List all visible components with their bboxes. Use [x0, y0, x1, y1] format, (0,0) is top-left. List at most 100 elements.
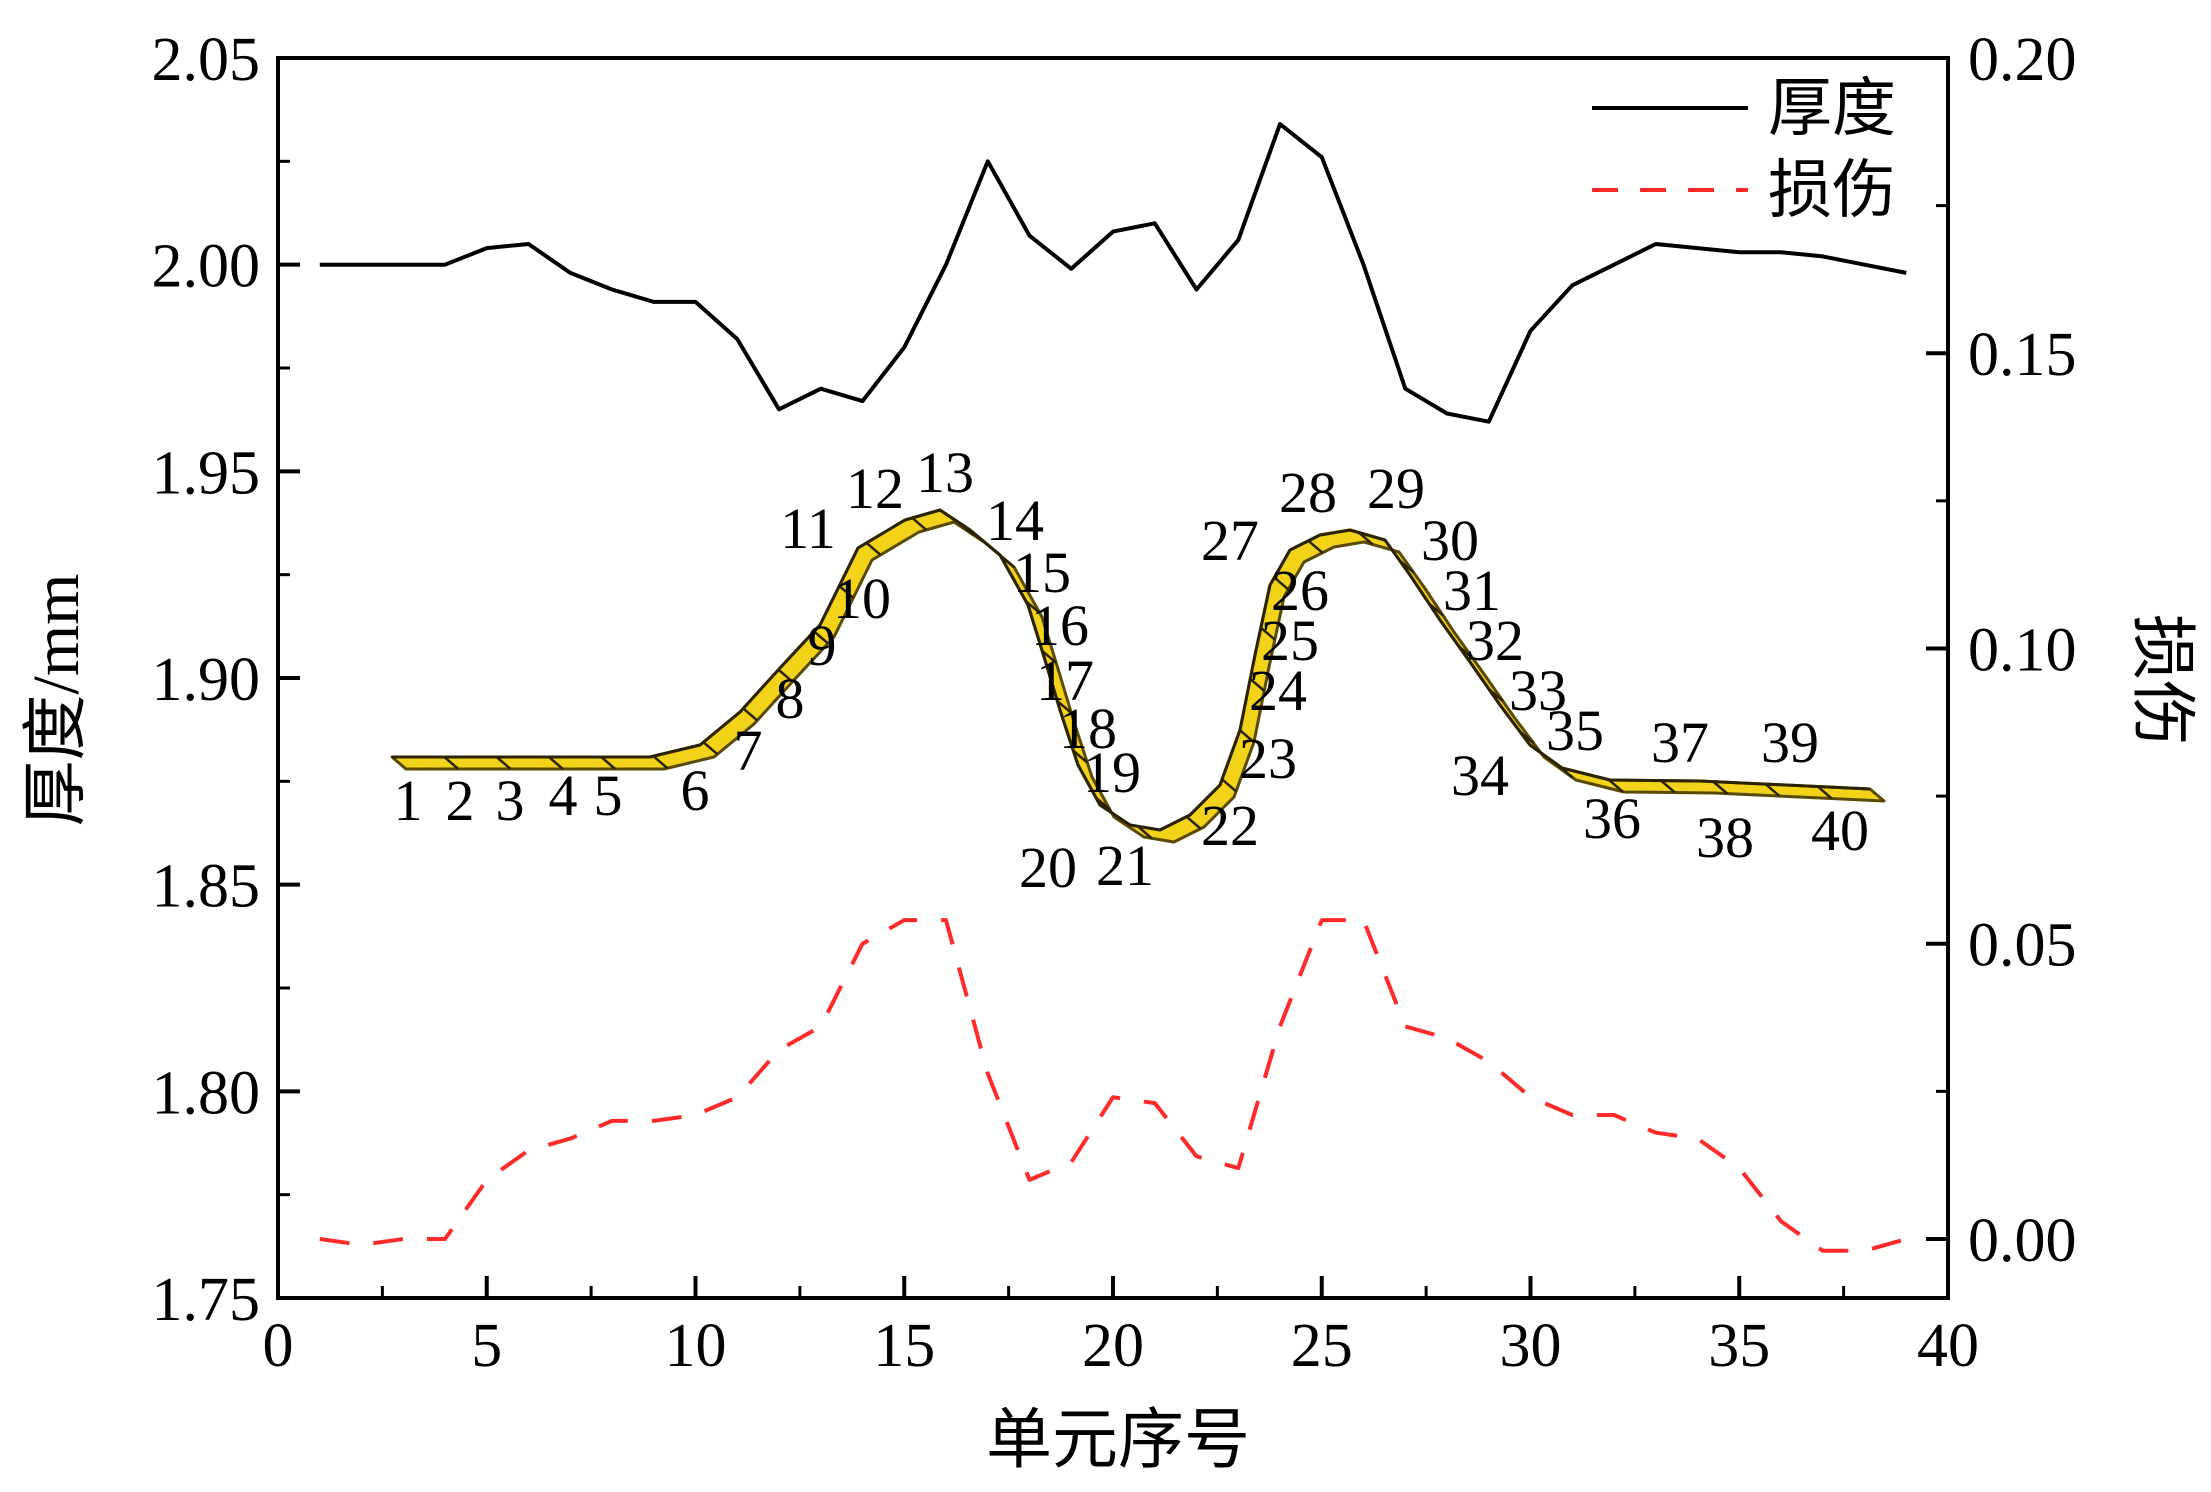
element-hatch	[495, 756, 512, 770]
element-hatch	[652, 755, 669, 770]
element-number-label: 16	[1031, 593, 1089, 658]
element-hatch	[1056, 699, 1073, 714]
element-number-label: 10	[833, 566, 891, 631]
y-left-tick-label: 2.05	[152, 26, 261, 94]
element-number-label: 2	[446, 768, 475, 833]
element-number-label: 4	[549, 763, 578, 828]
series-line-thickness	[319, 122, 1907, 424]
y-left-tick-label: 1.90	[152, 646, 261, 714]
element-number-label: 36	[1583, 786, 1641, 851]
element-number-label: 34	[1451, 743, 1509, 808]
element-hatch	[1428, 602, 1444, 617]
y-left-tick-label: 1.75	[152, 1266, 261, 1334]
element-number-label: 27	[1201, 508, 1259, 573]
legend-label-thickness: 厚度	[1768, 73, 1896, 144]
element-hatch	[1764, 783, 1781, 798]
element-number-label: 17	[1036, 648, 1094, 713]
element-number-label: 30	[1421, 508, 1479, 573]
element-hatch	[1357, 531, 1374, 546]
element-hatch	[911, 516, 928, 531]
element-hatch	[1260, 626, 1276, 641]
element-hatch	[1660, 779, 1676, 794]
x-tick-label: 30	[1500, 1312, 1562, 1380]
element-number-label: 38	[1696, 805, 1754, 870]
y-left-tick-label: 2.00	[152, 233, 261, 301]
element-hatch	[1221, 778, 1237, 793]
element-hatch	[1816, 785, 1833, 800]
element-hatch	[548, 756, 564, 770]
legend-label-damage: 损伤	[1768, 155, 1896, 226]
y-axis-left-title: 厚度/mm	[20, 573, 93, 826]
legend: 厚度 损伤	[1592, 73, 1896, 226]
element-hatch	[443, 756, 460, 770]
element-number-label: 35	[1546, 698, 1604, 763]
element-number-label: 31	[1443, 558, 1501, 623]
element-number-label: 19	[1083, 740, 1141, 805]
y-right-tick-label: 0.15	[1968, 321, 2077, 389]
element-number-label: 23	[1239, 726, 1297, 791]
element-hatch	[1025, 600, 1041, 615]
x-tick-label: 15	[873, 1312, 935, 1380]
element-number-label: 25	[1261, 608, 1319, 673]
element-hatch	[1488, 688, 1504, 703]
element-hatch	[1607, 778, 1624, 793]
series-layer	[319, 122, 1907, 1253]
element-hatch	[838, 584, 855, 599]
element-number-label: 1	[394, 768, 423, 833]
y-left-tick-label: 1.95	[152, 439, 261, 507]
element-number-label: 37	[1651, 710, 1709, 775]
element-number-label: 3	[496, 768, 525, 833]
x-axis-title: 单元序号	[986, 1404, 1250, 1477]
element-number-label: 33	[1509, 658, 1567, 723]
element-hatch	[813, 630, 829, 645]
element-number-label: 22	[1201, 793, 1259, 858]
element-number-label: 40	[1811, 798, 1869, 863]
element-hatch	[1273, 576, 1290, 591]
element-number-label: 26	[1271, 558, 1329, 623]
element-number-label: 8	[776, 666, 805, 731]
element-number-label: 12	[846, 456, 904, 521]
element-number-label: 20	[1019, 835, 1077, 900]
y-right-tick-label: 0.20	[1968, 26, 2077, 94]
ticks-layer: 0 5 10 15 20 25 30 35 401.751.801.851.901.952.00…	[152, 26, 2077, 1380]
element-number-label: 32	[1466, 608, 1524, 673]
element-number-label: 5	[594, 763, 623, 828]
y-right-tick-label: 0.00	[1968, 1207, 2077, 1275]
element-hatch	[600, 756, 617, 770]
element-hatch	[1041, 649, 1057, 664]
element-number-label: 14	[986, 488, 1044, 553]
element-number-label: 18	[1059, 696, 1117, 761]
element-number-label: 13	[916, 440, 974, 505]
element-number-label: 9	[808, 613, 837, 678]
series-line-damage	[319, 918, 1907, 1253]
x-tick-label: 10	[665, 1312, 727, 1380]
element-hatch	[1136, 825, 1153, 840]
element-number-label: 29	[1367, 456, 1425, 521]
element-hatch	[1712, 780, 1729, 795]
element-number-label: 7	[734, 718, 763, 783]
element-number-label: 39	[1761, 710, 1819, 775]
element-hatch	[1095, 796, 1111, 811]
element-hatch	[1518, 730, 1535, 745]
y-left-tick-label: 1.80	[152, 1059, 261, 1127]
x-tick-label: 0	[263, 1312, 294, 1380]
element-number-label: 24	[1249, 658, 1307, 723]
y-right-tick-label: 0.10	[1968, 616, 2077, 684]
element-hatch	[999, 554, 1016, 569]
y-right-tick-label: 0.05	[1968, 912, 2077, 980]
x-tick-label: 40	[1917, 1312, 1979, 1380]
element-hatch	[1185, 815, 1202, 830]
x-tick-label: 5	[471, 1312, 502, 1380]
element-hatch	[702, 741, 719, 756]
element-hatch	[1239, 729, 1255, 744]
y-axis-right-title: 损伤	[2125, 614, 2198, 746]
element-hatch	[1557, 764, 1574, 779]
element-number-label: 11	[780, 496, 836, 561]
y-left-tick-label: 1.85	[152, 853, 261, 921]
element-hatch	[1072, 749, 1089, 764]
x-tick-label: 35	[1708, 1312, 1770, 1380]
element-hatch	[1307, 539, 1324, 554]
element-number-label: 28	[1279, 460, 1337, 525]
